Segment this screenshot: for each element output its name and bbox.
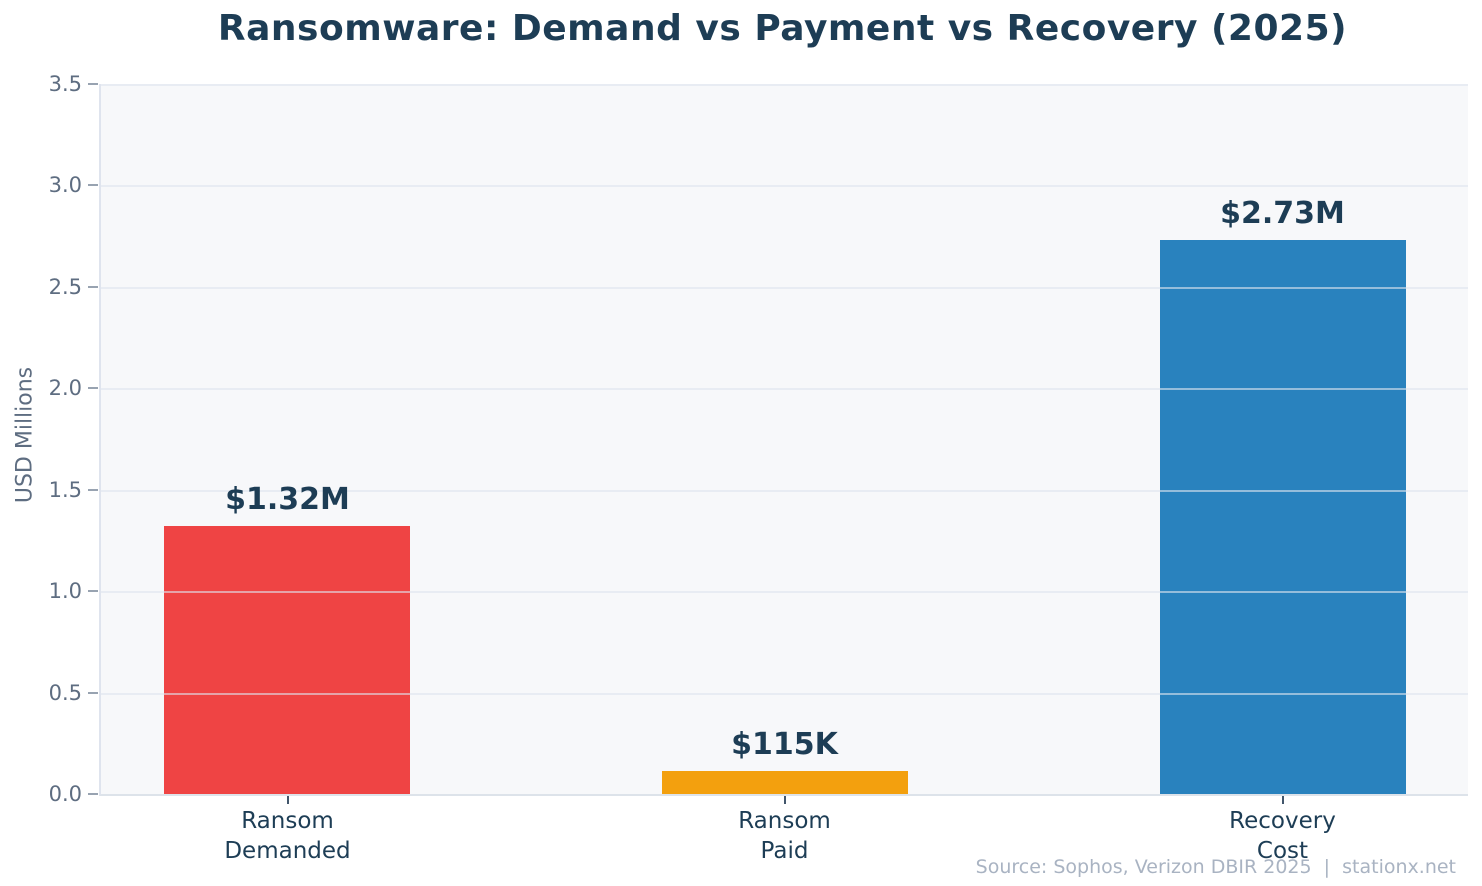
plot-area: $1.32M $115K $2.73M — [99, 84, 1468, 796]
y-tick-label-1.0: 1.0 — [48, 579, 82, 604]
bar-recovery-cost — [1159, 240, 1406, 794]
y-tick-mark — [88, 488, 98, 491]
y-tick-label-0.5: 0.5 — [48, 680, 82, 705]
source-attribution: Source: Sophos, Verizon DBIR 2025 | stat… — [975, 856, 1456, 878]
y-tick-mark — [88, 184, 98, 187]
y-tick-label-2.0: 2.0 — [48, 376, 82, 401]
y-tick-mark — [88, 387, 98, 390]
y-tick-mark — [88, 590, 98, 593]
gridline-3.0 — [101, 185, 1468, 188]
y-tick-mark — [88, 285, 98, 288]
value-label-recovery-cost: $2.73M — [1220, 196, 1345, 232]
x-tick-mark — [1281, 796, 1284, 804]
x-tick-mark — [286, 796, 289, 804]
value-label-ransom-demanded: $1.32M — [225, 482, 350, 518]
y-tick-label-3.5: 3.5 — [48, 72, 82, 96]
y-tick-label-0.0: 0.0 — [48, 782, 82, 806]
bar-ransom-paid — [661, 770, 908, 794]
y-tick-label-2.5: 2.5 — [48, 274, 82, 299]
y-tick-mark — [88, 793, 98, 795]
y-tick-mark — [88, 691, 98, 694]
y-tick-label-1.5: 1.5 — [48, 477, 82, 502]
y-tick-mark — [88, 83, 98, 85]
category-label-ransom-demanded: Ransom Demanded — [224, 808, 351, 864]
bar-ransom-demanded — [164, 526, 411, 794]
category-label-ransom-paid: Ransom Paid — [738, 808, 831, 864]
category-label-recovery-cost: Recovery Cost — [1229, 808, 1336, 864]
y-tick-label-3.0: 3.0 — [48, 173, 82, 198]
gridline-3.5 — [101, 84, 1468, 86]
chart-title: Ransomware: Demand vs Payment vs Recover… — [217, 8, 1348, 49]
value-label-ransom-paid: $115K — [731, 726, 838, 762]
x-tick-mark — [783, 796, 786, 804]
